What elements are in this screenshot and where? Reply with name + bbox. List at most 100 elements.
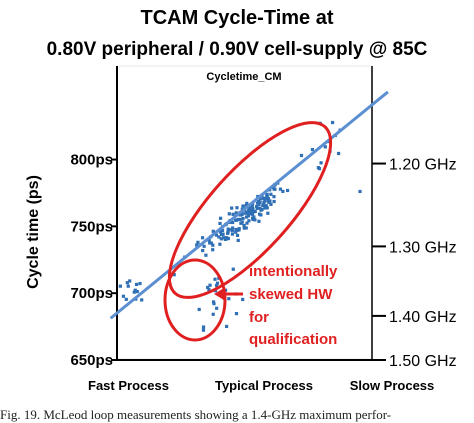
data-point	[242, 223, 246, 228]
data-point	[231, 267, 235, 271]
data-point	[133, 288, 137, 292]
annotation-line-2: skewed HW	[249, 286, 333, 303]
data-point	[211, 248, 215, 252]
data-point	[255, 206, 259, 210]
data-point	[140, 298, 144, 302]
data-point	[221, 232, 225, 236]
y-axis-label: Cycle time (ps)	[25, 175, 42, 289]
data-point	[226, 236, 230, 241]
data-point	[269, 202, 273, 206]
data-point	[197, 307, 201, 312]
data-point	[226, 229, 230, 234]
data-point	[250, 204, 254, 209]
data-point	[214, 233, 219, 237]
data-point	[231, 220, 235, 225]
data-point	[195, 243, 199, 247]
x-category-label: Slow Process	[350, 378, 435, 393]
chart-title-line1: TCAM Cycle-Time at	[140, 7, 333, 29]
data-point	[213, 277, 217, 281]
data-point	[207, 287, 211, 292]
data-point	[230, 228, 234, 233]
data-point	[317, 167, 322, 171]
x-categories: Fast Process Typical Process Slow Process	[88, 378, 434, 393]
data-point	[237, 227, 241, 231]
data-point	[125, 281, 129, 285]
data-point	[233, 218, 238, 222]
data-point	[212, 302, 216, 306]
data-point	[235, 206, 239, 210]
data-point	[220, 228, 225, 233]
annotation-line-1: intentionally	[249, 263, 338, 280]
y-tick-label: 650ps	[70, 352, 113, 369]
data-point	[250, 212, 255, 216]
figure-caption: Fig. 19. McLeod loop measurements showin…	[0, 407, 391, 422]
data-point	[211, 243, 215, 247]
right-tick-label: 1.30 GHz	[389, 239, 457, 256]
data-point	[299, 153, 304, 158]
data-point	[245, 201, 249, 205]
data-point	[215, 281, 220, 285]
data-point	[278, 187, 283, 191]
data-point	[247, 219, 251, 223]
data-point	[262, 196, 266, 200]
main-cluster-ellipse	[167, 121, 333, 299]
data-point	[217, 235, 221, 239]
data-point	[201, 248, 205, 253]
data-point	[336, 151, 341, 156]
data-point	[253, 218, 257, 222]
data-point	[244, 215, 249, 219]
y-tick-label: 700ps	[70, 285, 113, 302]
data-point	[244, 226, 248, 230]
data-point	[241, 204, 245, 208]
data-point	[132, 290, 136, 294]
data-point	[208, 241, 212, 245]
data-point	[215, 306, 219, 310]
data-point	[219, 237, 223, 241]
y-ticks: 650ps 700ps 750ps 800ps	[70, 152, 117, 369]
data-point	[218, 221, 222, 226]
data-point	[272, 195, 276, 199]
data-point	[257, 219, 261, 223]
data-point	[219, 216, 223, 220]
data-point	[128, 279, 132, 283]
data-point	[330, 120, 335, 125]
data-point	[266, 197, 271, 201]
data-point	[121, 294, 126, 298]
data-point	[236, 238, 240, 243]
data-point	[218, 242, 222, 246]
data-point	[264, 204, 268, 208]
data-point	[258, 197, 262, 201]
data-point	[134, 282, 139, 287]
data-point	[358, 189, 362, 194]
data-point	[258, 200, 262, 205]
data-point	[231, 212, 235, 216]
data-point	[211, 300, 216, 304]
data-point	[319, 161, 323, 165]
trend-line	[109, 90, 389, 320]
data-point	[263, 199, 267, 203]
data-point	[227, 297, 231, 301]
data-point	[259, 208, 263, 212]
data-point	[230, 206, 234, 210]
data-point	[247, 209, 252, 213]
data-point	[135, 290, 139, 294]
data-point	[236, 217, 240, 222]
data-point	[207, 238, 211, 242]
data-point	[235, 233, 240, 237]
data-point	[172, 273, 176, 277]
annotation-line-3: for	[249, 309, 269, 326]
data-point	[281, 189, 285, 194]
data-point	[268, 199, 272, 203]
data-point	[202, 244, 206, 248]
data-point	[271, 186, 275, 190]
data-point	[211, 229, 215, 233]
data-point	[230, 232, 235, 236]
data-point	[252, 215, 256, 219]
data-point	[234, 230, 238, 234]
data-point	[118, 284, 122, 288]
y-tick-label: 750ps	[70, 218, 113, 235]
right-tick-label: 1.50 GHz	[389, 353, 457, 370]
data-point	[257, 202, 261, 207]
annotation-line-4: qualification	[249, 331, 337, 348]
data-point	[209, 241, 214, 245]
